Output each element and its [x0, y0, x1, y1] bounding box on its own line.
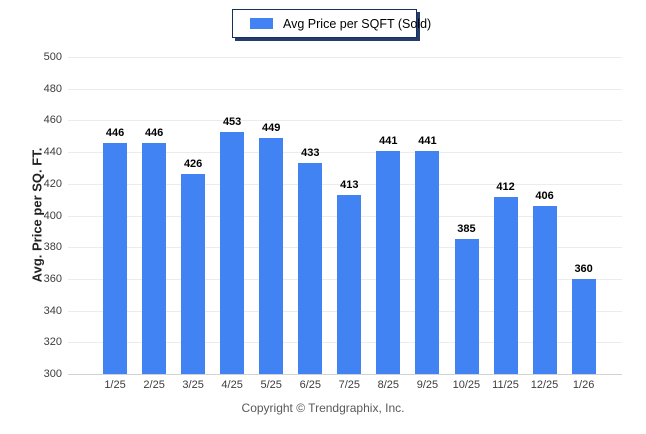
- bar[interactable]: [142, 142, 167, 374]
- bar-value-label: 360: [574, 262, 593, 275]
- x-tick-label: 1/25: [104, 379, 126, 391]
- x-tick-label: 3/25: [182, 379, 204, 391]
- bar[interactable]: [220, 131, 245, 374]
- y-tick-label: 400: [43, 209, 62, 222]
- bar[interactable]: [181, 174, 206, 374]
- x-tick-label: 12/25: [530, 379, 559, 391]
- bar[interactable]: [298, 163, 323, 374]
- bar[interactable]: [376, 150, 401, 374]
- x-tick-label: 1/26: [572, 379, 595, 391]
- bar-value-label: 453: [222, 115, 242, 128]
- bar[interactable]: [259, 137, 284, 374]
- legend-label: Avg Price per SQFT (Sold): [283, 16, 432, 31]
- bar[interactable]: [103, 142, 127, 374]
- bar[interactable]: [493, 196, 518, 374]
- x-tick-label: 5/25: [260, 379, 282, 391]
- x-tick-label: 4/25: [221, 379, 243, 391]
- gridline: [68, 57, 622, 58]
- gridline: [68, 152, 622, 154]
- bar-value-label: 413: [340, 178, 359, 191]
- bar-value-label: 406: [535, 190, 554, 202]
- y-tick-label: 500: [43, 51, 62, 63]
- y-tick-label: 340: [43, 304, 62, 317]
- y-tick-label: 440: [43, 146, 62, 159]
- bar-value-label: 385: [457, 223, 476, 236]
- x-tick-label: 9/25: [416, 379, 439, 391]
- x-tick-label: 10/25: [452, 379, 481, 391]
- y-tick-label: 360: [43, 272, 62, 285]
- bar[interactable]: [415, 150, 440, 374]
- y-tick-label: 320: [43, 336, 62, 349]
- bar-value-label: 446: [105, 126, 125, 139]
- bar-value-label: 441: [379, 134, 398, 147]
- gridline: [68, 88, 622, 90]
- bar[interactable]: [454, 239, 479, 374]
- x-tick-label: 8/25: [377, 379, 400, 391]
- bar[interactable]: [337, 194, 362, 374]
- x-tick-label: 7/25: [338, 379, 361, 391]
- x-tick-label: 2/25: [143, 379, 165, 391]
- bar-value-label: 433: [301, 147, 320, 160]
- y-tick-label: 380: [43, 241, 62, 254]
- bar-value-label: 441: [418, 134, 437, 147]
- bar[interactable]: [571, 278, 596, 374]
- x-axis-line: [68, 374, 622, 375]
- bar[interactable]: [532, 206, 557, 374]
- legend-swatch: [250, 18, 273, 29]
- x-tick-label: 11/25: [492, 379, 519, 391]
- gridline: [68, 183, 622, 185]
- bar-value-label: 446: [144, 126, 164, 139]
- y-tick-label: 480: [43, 82, 62, 95]
- bar-value-label: 449: [262, 121, 281, 134]
- x-tick-label: 6/25: [299, 379, 322, 391]
- y-tick-label: 420: [43, 177, 62, 190]
- y-tick-label: 460: [43, 114, 62, 127]
- legend-item[interactable]: Avg Price per SQFT (Sold): [232, 9, 431, 38]
- gridline: [68, 120, 622, 122]
- y-tick-label: 300: [43, 368, 62, 380]
- copyright-text: Copyright © Trendgraphix, Inc.: [241, 401, 405, 415]
- bar-value-label: 426: [183, 158, 203, 171]
- bar-value-label: 412: [496, 180, 515, 193]
